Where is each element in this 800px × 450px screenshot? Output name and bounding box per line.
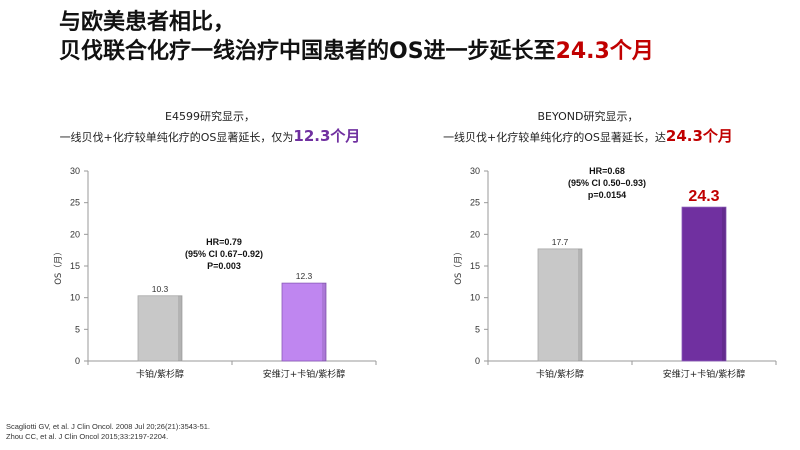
chart-1-ytick-label-1: 5 [475,324,480,334]
chart-0-bar-0-value-label: 10.3 [152,284,169,294]
chart-0-ytick-label-3: 15 [70,261,80,271]
chart-1-category-label-1: 安维汀+卡铂/紫杉醇 [663,368,746,380]
chart-0-y-axis-label: OS（月） [53,247,64,285]
chart-1-bar-1 [681,206,727,362]
chart-1-stat-1: (95% CI 0.50–0.93) [568,178,646,188]
left-caption-line-1: E4599研究显示， [165,110,255,123]
left-chart-caption: E4599研究显示， 一线贝伐+化疗较单纯化疗的OS显著延长，仅为12.3个月 [20,108,400,148]
reference-1: Scagliotti GV, et al. J Clin Oncol. 2008… [6,422,211,431]
chart-1-ytick-label-2: 10 [470,293,480,303]
title-line-2-text: 贝伐联合化疗一线治疗中国患者的OS进一步延长至 [59,39,556,64]
chart-0-svg: 0 5 10 15 20 25 30 OS（月） 10.3 卡铂/紫杉醇 12.3 安维汀+卡铂/紫杉… [53,166,377,380]
chart-0-ytick-label-0: 0 [75,356,80,366]
right-caption-line-1: BEYOND研究显示， [537,110,639,123]
right-caption-highlight: 24.3个月 [665,127,733,145]
chart-1-ytick-label-6: 30 [470,166,480,176]
chart-0-bar-0 [137,295,183,362]
left-caption-text: 一线贝伐+化疗较单纯化疗的OS显著延长，仅为 [59,131,294,144]
right-chart-caption: BEYOND研究显示， 一线贝伐+化疗较单纯化疗的OS显著延长，达24.3个月 [398,108,778,148]
chart-0-stat-0: HR=0.79 [206,237,242,247]
chart-0-category-label-1: 安维汀+卡铂/紫杉醇 [263,368,346,380]
chart-0-bar-1 [281,282,327,362]
chart-1-stat-0: HR=0.68 [589,166,625,176]
chart-0-category-label-0: 卡铂/紫杉醇 [136,368,184,380]
chart-1-category-label-0: 卡铂/紫杉醇 [536,368,584,380]
chart-1-bar-0-shade [578,248,582,361]
chart-1-svg: 0 5 10 15 20 25 30 OS（月） 17.7 卡铂/紫杉醇 24.3 安维汀+卡铂/紫杉… [453,166,777,380]
chart-1-bar-1-shade [722,207,726,361]
chart-1-stat-2: p=0.0154 [588,190,626,200]
chart-0-ytick-label-6: 30 [70,166,80,176]
right-caption-line-2: 一线贝伐+化疗较单纯化疗的OS显著延长，达24.3个月 [398,126,778,148]
chart-1-ytick-label-3: 15 [470,261,480,271]
chart-0-ytick-label-4: 20 [70,229,80,239]
chart-0-stat-1: (95% CI 0.67–0.92) [185,249,263,259]
references: Scagliotti GV, et al. J Clin Oncol. 2008… [6,422,210,442]
chart-0-ytick-label-2: 10 [70,293,80,303]
beyond-os-bar-chart: 0 5 10 15 20 25 30 OS（月） 17.7 卡铂/紫杉醇 24.3 安维汀+卡铂/紫杉… [400,160,800,390]
title-line-1: 与欧美患者相比， [59,10,236,35]
chart-0-bar-0-shade [178,295,182,361]
chart-1-bar-0 [537,248,583,362]
right-caption-text: 一线贝伐+化疗较单纯化疗的OS显著延长，达 [443,131,666,144]
chart-1-y-axis-label: OS（月） [453,247,464,285]
e4599-os-bar-chart: 0 5 10 15 20 25 30 OS（月） 10.3 卡铂/紫杉醇 12.3 安维汀+卡铂/紫杉… [0,160,400,390]
reference-2: Zhou CC, et al. J Clin Oncol 2015;33:219… [6,432,169,441]
left-caption-highlight: 12.3个月 [293,127,361,145]
chart-0-ytick-label-1: 5 [75,324,80,334]
page-title: 与欧美患者相比， 贝伐联合化疗一线治疗中国患者的OS进一步延长至24.3个月 [59,8,654,66]
chart-0-bar-1-value-label: 12.3 [296,271,313,281]
chart-1-ytick-label-0: 0 [475,356,480,366]
chart-1-bar-0-value-label: 17.7 [552,237,569,247]
chart-1-ytick-label-5: 25 [470,198,480,208]
chart-1-bar-1-value-label: 24.3 [688,188,719,205]
title-line-2: 贝伐联合化疗一线治疗中国患者的OS进一步延长至24.3个月 [59,37,654,66]
chart-1-ytick-label-4: 20 [470,229,480,239]
chart-0-bar-1-shade [322,283,326,361]
left-caption-line-2: 一线贝伐+化疗较单纯化疗的OS显著延长，仅为12.3个月 [20,126,400,148]
title-highlight: 24.3个月 [555,39,654,64]
chart-0-ytick-label-5: 25 [70,198,80,208]
chart-0-stat-2: P=0.003 [207,261,241,271]
